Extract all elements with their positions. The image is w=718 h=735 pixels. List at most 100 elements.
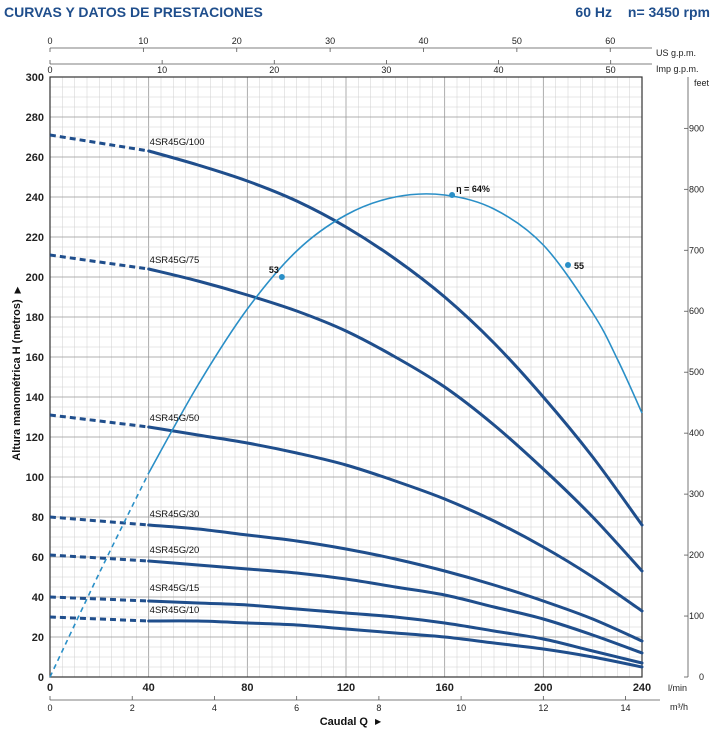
curve-label-0: 4SR45G/100 [150,137,205,148]
x-axis-title: Caudal Q [320,716,369,728]
usgpm-tick-label: 30 [325,36,335,46]
impgpm-tick-label: 0 [47,65,52,75]
y-tick-label: 260 [26,152,44,164]
feet-tick-label: 700 [689,245,704,255]
header-specs: 60 Hz n= 3450 rpm [563,4,710,20]
y-axis-title: Altura manométrica H (metros) [11,299,23,461]
curve-dashed-3 [49,515,149,527]
curve-0 [147,149,644,527]
curve-label-1: 4SR45G/75 [150,255,200,266]
efficiency-point-0 [278,274,285,280]
y-tick-label: 200 [26,272,44,284]
y-tick-label: 80 [32,512,44,524]
impgpm-tick-label: 50 [606,65,616,75]
feet-tick-label: 300 [689,489,704,499]
feet-tick-label: 100 [689,611,704,621]
curve-4 [147,559,644,655]
curve-label-2: 4SR45G/50 [150,413,200,424]
unit-impgpm: Imp g.p.m. [656,64,699,74]
m3h-tick-label: 0 [47,703,52,713]
chart-frame [49,47,689,701]
plot-border [49,76,643,678]
curve-label-4: 4SR45G/20 [150,545,200,556]
unit-feet: feet [694,78,710,88]
impgpm-tick-label: 40 [494,65,504,75]
m3h-tick-label: 8 [376,703,381,713]
efficiency-point-1 [449,192,456,198]
y-tick-label: 120 [26,432,44,444]
y-tick-label: 40 [32,592,44,604]
feet-tick-label: 0 [699,672,704,682]
curve-dashed-4 [49,553,149,563]
speed-label: n= 3450 rpm [627,4,710,20]
unit-m3h: m³/h [670,702,688,712]
efficiency-label-2: 55 [574,261,584,271]
curve-dashed-6 [49,615,149,623]
unit-usgpm: US g.p.m. [656,48,696,58]
x-tick-label: 40 [143,682,155,694]
curve-1 [147,267,644,573]
curve-3 [147,523,644,643]
y-tick-label: 240 [26,192,44,204]
m3h-tick-label: 14 [621,703,631,713]
y-tick-label: 180 [26,312,44,324]
y-tick-label: 280 [26,112,44,124]
usgpm-tick-label: 60 [605,36,615,46]
y-tick-label: 60 [32,552,44,564]
feet-tick-label: 400 [689,428,704,438]
y-tick-label: 100 [26,472,44,484]
frequency-label: 60 Hz [575,4,612,20]
x-tick-label: 80 [241,682,253,694]
efficiency-label-0: 53 [269,265,279,275]
feet-tick-label: 200 [689,550,704,560]
efficiency-point-2 [565,262,571,268]
m3h-tick-label: 2 [130,703,135,713]
unit-lmin: l/min [668,683,687,693]
curve-label-3: 4SR45G/30 [150,509,200,520]
y-axis-arrow-icon: ▶ [12,286,22,293]
usgpm-tick-label: 20 [232,36,242,46]
impgpm-tick-label: 30 [381,65,391,75]
curve-label-5: 4SR45G/15 [150,583,200,594]
page-title: CURVAS Y DATOS DE PRESTACIONES [4,4,263,20]
impgpm-tick-label: 10 [157,65,167,75]
grid [49,76,643,678]
y-tick-label: 140 [26,392,44,404]
feet-tick-label: 600 [689,306,704,316]
usgpm-tick-label: 50 [512,36,522,46]
curve-label-6: 4SR45G/10 [150,605,200,616]
curve-dashed-2 [49,413,149,429]
curve-dashed-0 [49,133,149,153]
impgpm-tick-label: 20 [269,65,279,75]
x-tick-label: 160 [435,682,453,694]
usgpm-tick-label: 10 [138,36,148,46]
curve-6 [147,619,644,669]
labels: 4SR45G/100 4SR45G/75 4SR45G/50 4SR45G/30 4SR… [150,137,584,616]
x-tick-label: 200 [534,682,552,694]
y-tick-label: 0 [38,672,44,684]
curve-5 [147,599,644,665]
m3h-tick-label: 6 [294,703,299,713]
feet-tick-label: 800 [689,184,704,194]
efficiency-curve-dashed [49,472,150,678]
curve-2 [147,425,644,613]
curve-dashed-1 [49,253,149,271]
usgpm-tick-label: 0 [47,36,52,46]
m3h-tick-label: 12 [538,703,548,713]
curve-dashed-5 [49,595,149,603]
curves [49,133,644,678]
efficiency-label-1: η = 64% [456,184,490,194]
usgpm-tick-label: 40 [418,36,428,46]
m3h-tick-label: 10 [456,703,466,713]
y-tick-label: 20 [32,632,44,644]
efficiency-curve [148,193,643,474]
x-axis-arrow-icon: ▶ [375,717,382,726]
x-tick-label: 120 [337,682,355,694]
axis-ticks: 0204060801001201401601802002202402602803… [26,36,704,713]
y-tick-label: 160 [26,352,44,364]
x-tick-label: 0 [47,682,53,694]
x-tick-label: 240 [633,682,651,694]
y-tick-label: 300 [26,72,44,84]
y-tick-label: 220 [26,232,44,244]
